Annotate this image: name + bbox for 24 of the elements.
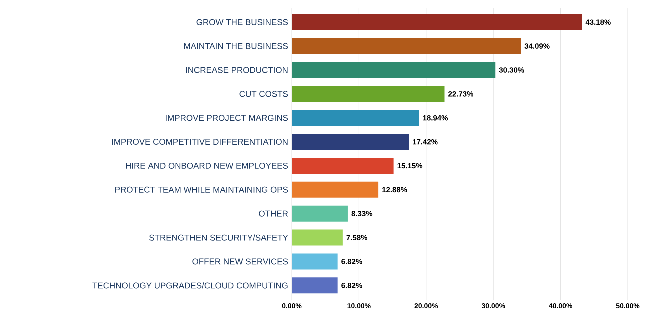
y-tick-label: IMPROVE COMPETITIVE DIFFERENTIATION: [112, 139, 288, 146]
bar: [292, 278, 338, 294]
y-tick-label: PROTECT TEAM WHILE MAINTAINING OPS: [116, 186, 288, 193]
bar: [292, 158, 394, 174]
y-tick-label: MAINTAIN THE BUSINESS: [184, 43, 288, 50]
bar: [292, 134, 410, 150]
bar: [292, 254, 338, 270]
bar: [292, 182, 379, 198]
y-tick-label: OFFER NEW SERVICES: [192, 258, 288, 265]
bar: [292, 14, 582, 30]
bar: [292, 62, 496, 78]
y-tick-label: GROW THE BUSINESS: [196, 19, 288, 26]
bar: [292, 206, 348, 222]
y-tick-label: OTHER: [259, 210, 288, 217]
bar: [292, 230, 343, 246]
bar: [292, 38, 522, 54]
y-tick-label: INCREASE PRODUCTION: [186, 67, 288, 74]
y-tick-label: TECHNOLOGY UPGRADES/CLOUD COMPUTING: [92, 282, 288, 289]
y-tick-label: HIRE AND ONBOARD NEW EMPLOYEES: [126, 162, 288, 169]
y-tick-label: IMPROVE PROJECT MARGINS: [166, 115, 288, 122]
y-tick-label: CUT COSTS: [240, 91, 288, 98]
bar: [292, 86, 445, 102]
bar: [292, 110, 420, 126]
y-tick-label: STRENGTHEN SECURITY/SAFETY: [150, 234, 288, 241]
